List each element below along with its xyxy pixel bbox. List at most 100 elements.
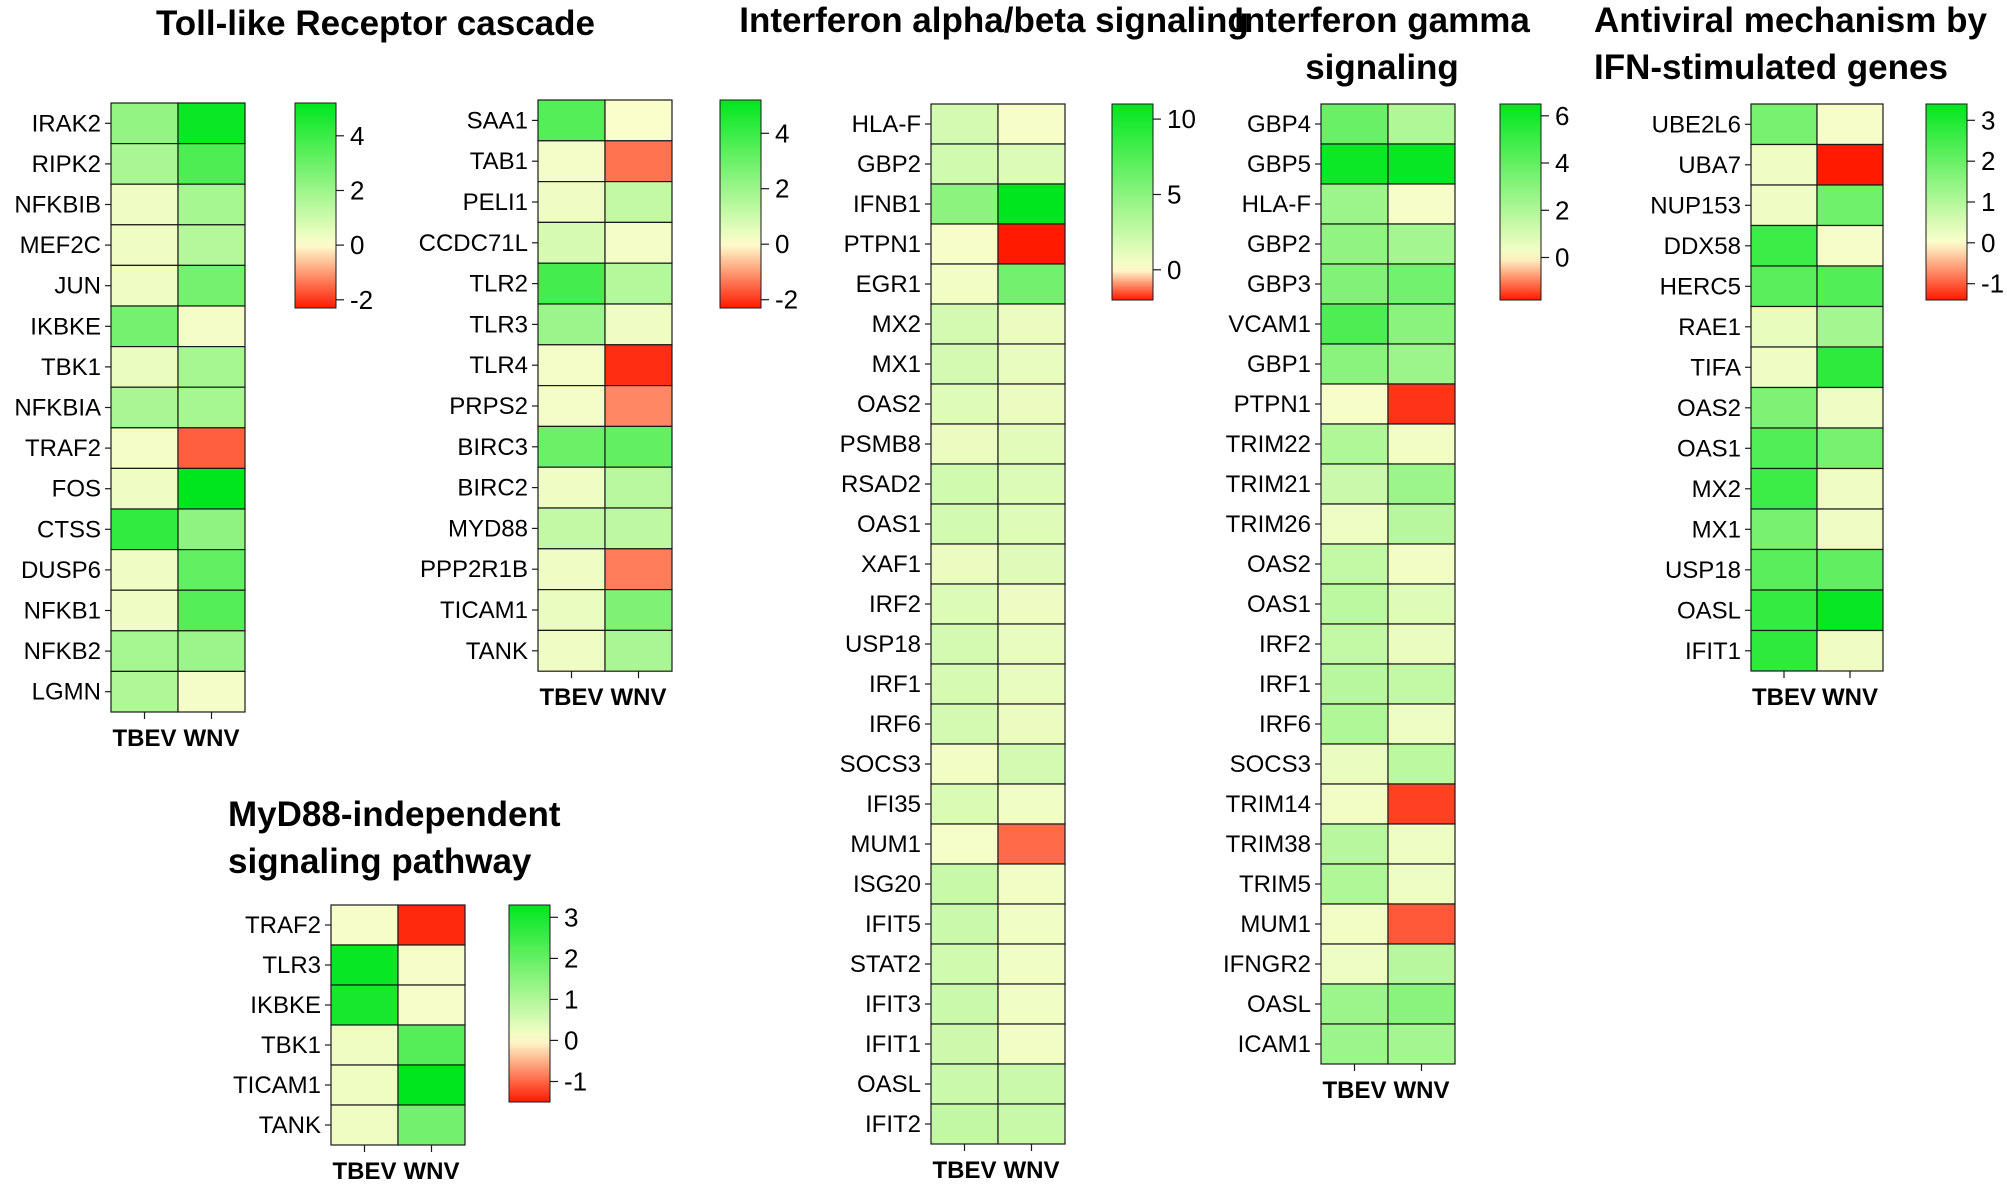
colorbar-tick-label: 6 bbox=[1555, 101, 1569, 131]
heatmap-cell bbox=[110, 102, 179, 145]
colorbar-tick-label: 1 bbox=[564, 984, 578, 1014]
heatmap-cell bbox=[537, 140, 606, 183]
heatmap-cell bbox=[1816, 265, 1884, 308]
gene-label: IFIT1 bbox=[1685, 638, 1741, 665]
heatmap-cell bbox=[110, 427, 179, 469]
gene-label: TICAM1 bbox=[440, 597, 528, 624]
heatmap-cell bbox=[177, 630, 246, 672]
heatmap-cell bbox=[930, 1023, 999, 1065]
heatmap-cell bbox=[1816, 427, 1884, 470]
colorbar-tick-label: 4 bbox=[1555, 148, 1569, 178]
gene-label: IFIT5 bbox=[865, 911, 921, 938]
heatmap-cell bbox=[110, 508, 179, 551]
heatmap-cell bbox=[604, 507, 673, 550]
heatmap-cell bbox=[930, 183, 999, 225]
heatmap-cell bbox=[110, 386, 179, 429]
heatmap-cell bbox=[177, 305, 246, 348]
gene-label: CTSS bbox=[37, 516, 101, 543]
heatmap-cell bbox=[1320, 983, 1389, 1025]
heatmap-cell bbox=[1320, 543, 1389, 585]
gene-label: TRIM26 bbox=[1226, 511, 1311, 538]
gene-label: MEF2C bbox=[20, 232, 101, 259]
heatmap-cell bbox=[110, 183, 179, 226]
heatmap-cell bbox=[997, 503, 1066, 545]
gene-label: ISG20 bbox=[853, 871, 921, 898]
heatmap-cell bbox=[1387, 943, 1456, 985]
column-label: TBEV bbox=[1322, 1077, 1386, 1104]
heatmap-myd88-independent: TRAF2 TLR3 IKBKE TBK1 TICAM1 TANK TBEV WNV 3 2 1 0 -… bbox=[233, 902, 587, 1185]
gene-label: UBE2L6 bbox=[1652, 111, 1741, 138]
panel-title: Interferon alpha/beta signaling bbox=[739, 1, 1249, 40]
heatmap-cell bbox=[997, 1023, 1066, 1065]
heatmap-cell bbox=[604, 221, 673, 264]
heatmap-cell bbox=[1320, 783, 1389, 825]
heatmap-cell bbox=[1750, 305, 1818, 348]
column-label: TBEV bbox=[1752, 684, 1816, 711]
gene-label: TBK1 bbox=[41, 354, 101, 381]
gene-label: MUM1 bbox=[1240, 911, 1311, 938]
colorbar-tick-label: 10 bbox=[1167, 104, 1196, 134]
heatmap-cell bbox=[1387, 423, 1456, 465]
gene-label: SAA1 bbox=[467, 107, 528, 134]
heatmap-cell bbox=[177, 548, 246, 591]
heatmap-cell bbox=[1320, 503, 1389, 545]
gene-label: USP18 bbox=[1665, 557, 1741, 584]
heatmap-cell bbox=[1816, 184, 1884, 227]
gene-label: OASL bbox=[1677, 597, 1741, 624]
gene-label: NFKBIA bbox=[14, 395, 101, 422]
gene-label: GBP3 bbox=[1247, 271, 1311, 298]
column-label: WNV bbox=[1822, 684, 1878, 711]
gene-label: RIPK2 bbox=[32, 151, 101, 178]
heatmap-cell bbox=[1387, 743, 1456, 785]
gene-label: TAB1 bbox=[470, 148, 528, 175]
gene-label: MX2 bbox=[872, 311, 921, 338]
gene-label: UBA7 bbox=[1678, 152, 1741, 179]
gene-label: PPP2R1B bbox=[420, 556, 528, 583]
column-label: TBEV bbox=[539, 684, 603, 711]
heatmap-cell bbox=[604, 344, 673, 387]
colorbar-tick-label: -2 bbox=[775, 285, 798, 315]
colorbar-tick-label: 2 bbox=[564, 943, 578, 973]
heatmap-cell bbox=[1387, 903, 1456, 945]
heatmap-cell bbox=[1320, 183, 1389, 225]
heatmap-cell bbox=[1387, 343, 1456, 385]
heatmap-toll-like-receptor-a: IRAK2 RIPK2 NFKBIB MEF2C JUN IKBKE TBK1 NFKBIA T… bbox=[14, 102, 373, 752]
heatmap-interferon-alpha-beta: HLA-F GBP2 IFNB1 PTPN1 EGR1 MX2 MX1 OAS2 PSMB8 RS… bbox=[840, 103, 1196, 1184]
gene-label: BIRC3 bbox=[457, 434, 528, 461]
column-label: TBEV bbox=[332, 1158, 396, 1185]
heatmap-cell bbox=[177, 386, 246, 429]
heatmap-cell bbox=[1320, 103, 1389, 145]
heatmap-cell bbox=[177, 427, 246, 469]
heatmap-cell bbox=[930, 503, 999, 545]
heatmap-cell bbox=[1387, 383, 1456, 425]
gene-label: IFI35 bbox=[866, 791, 921, 818]
heatmap-cell bbox=[930, 743, 999, 785]
gene-label: HLA-F bbox=[852, 111, 921, 138]
heatmap-cell bbox=[110, 548, 179, 591]
heatmap-cell bbox=[110, 346, 179, 388]
heatmap-cell bbox=[110, 264, 179, 307]
colorbar-tick-label: 0 bbox=[1555, 243, 1569, 273]
gene-label: TRAF2 bbox=[245, 912, 321, 939]
colorbar-tick-label: 4 bbox=[350, 121, 364, 151]
gene-label: GBP1 bbox=[1247, 351, 1311, 378]
heatmap-cell bbox=[1320, 463, 1389, 505]
heatmap-cell bbox=[537, 466, 606, 509]
heatmap-cell bbox=[1816, 629, 1884, 672]
gene-label: MYD88 bbox=[448, 515, 528, 542]
heatmap-cell bbox=[997, 863, 1066, 905]
heatmap-cell bbox=[1320, 1023, 1389, 1065]
panel-antiviral-mechanism: Antiviral mechanism by IFN-stimulated gen… bbox=[1594, 1, 2004, 711]
heatmap-cell bbox=[930, 343, 999, 385]
heatmap-cell bbox=[1816, 305, 1884, 348]
gene-label: GBP5 bbox=[1247, 151, 1311, 178]
heatmap-cell bbox=[537, 99, 606, 142]
gene-label: FOS bbox=[52, 476, 101, 503]
heatmap-cell bbox=[397, 984, 466, 1026]
gene-label: NUP153 bbox=[1650, 192, 1741, 219]
colorbar-tick-label: 2 bbox=[350, 176, 364, 206]
heatmap-cell bbox=[1750, 629, 1818, 672]
colorbar-tick-label: -1 bbox=[1981, 269, 2004, 299]
heatmap-cell bbox=[1750, 427, 1818, 470]
gene-label: TANK bbox=[466, 638, 528, 665]
